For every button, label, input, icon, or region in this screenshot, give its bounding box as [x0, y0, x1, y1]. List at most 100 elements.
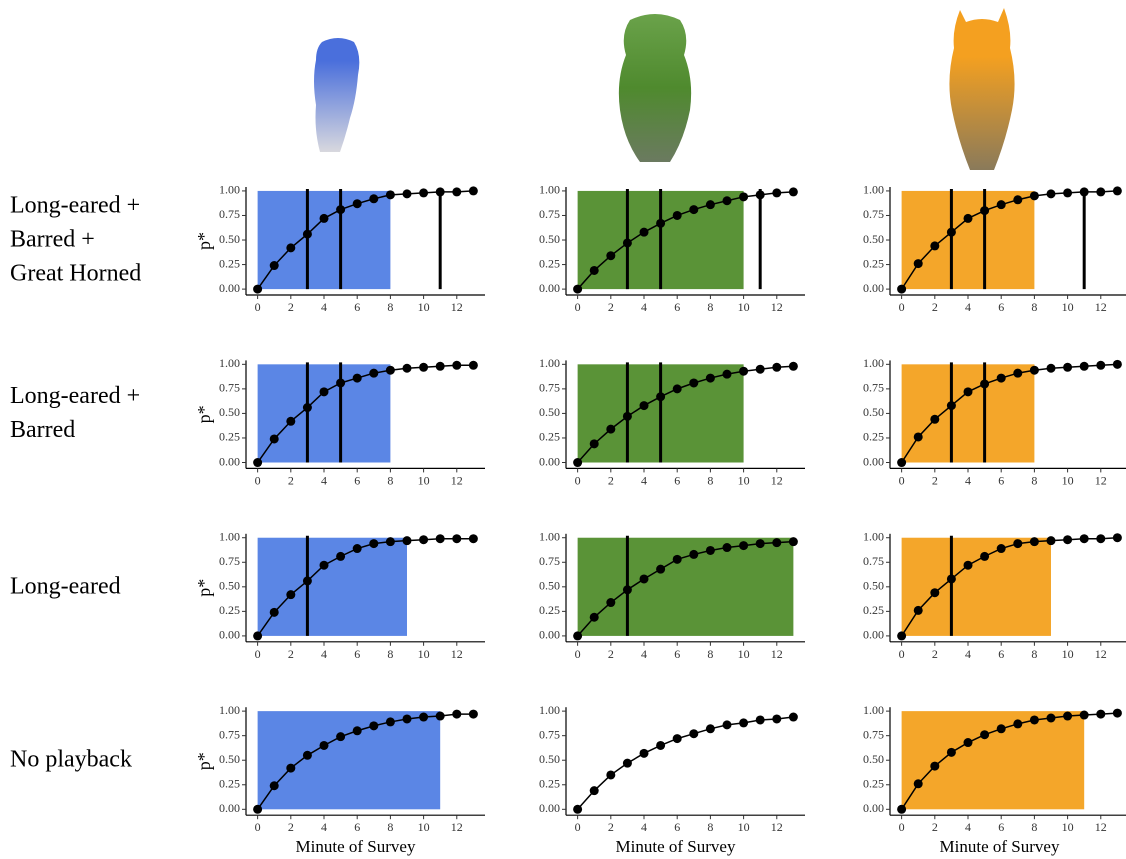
point [1096, 187, 1105, 196]
point [897, 631, 906, 640]
y-tick-label: 0.75 [219, 554, 240, 568]
point [452, 187, 461, 196]
point [590, 439, 599, 448]
point [1063, 188, 1072, 197]
y-tick-label: 0.25 [863, 603, 884, 617]
point [739, 541, 748, 550]
point [1030, 537, 1039, 546]
point [640, 574, 649, 583]
x-axis-label: Minute of Survey [616, 837, 736, 856]
x-tick-label: 6 [998, 820, 1004, 834]
y-tick-label: 0.75 [539, 207, 560, 221]
point [930, 762, 939, 771]
point [1046, 364, 1055, 373]
point [369, 194, 378, 203]
y-tick-label: 0.00 [219, 454, 240, 468]
x-tick-label: 12 [771, 647, 783, 661]
x-tick-label: 4 [641, 647, 647, 661]
y-tick-label: 1.00 [539, 356, 560, 370]
point [253, 805, 262, 814]
point [353, 544, 362, 553]
row-label: Great Horned [10, 261, 141, 287]
point [756, 539, 765, 548]
row-label: No playback [10, 747, 132, 773]
x-tick-label: 10 [1062, 300, 1074, 314]
point [722, 720, 731, 729]
point [469, 534, 478, 543]
y-axis-label: p* [194, 752, 214, 770]
y-tick-label: 0.50 [539, 405, 560, 419]
y-tick-label: 0.50 [219, 405, 240, 419]
point [1063, 363, 1072, 372]
point [253, 631, 262, 640]
point [997, 200, 1006, 209]
x-tick-label: 8 [387, 647, 393, 661]
point [930, 588, 939, 597]
point [606, 598, 615, 607]
x-tick-label: 8 [387, 820, 393, 834]
point [947, 228, 956, 237]
point [947, 748, 956, 757]
point [1080, 711, 1089, 720]
x-tick-label: 12 [771, 300, 783, 314]
y-tick-label: 0.75 [219, 207, 240, 221]
point [1113, 360, 1122, 369]
point [1063, 712, 1072, 721]
x-tick-label: 12 [1095, 820, 1107, 834]
y-tick-label: 0.00 [219, 281, 240, 295]
point [270, 261, 279, 270]
point [386, 717, 395, 726]
point [980, 206, 989, 215]
point [386, 190, 395, 199]
point [286, 243, 295, 252]
point [606, 251, 615, 260]
x-tick-label: 6 [674, 647, 680, 661]
y-tick-label: 1.00 [539, 703, 560, 717]
point [623, 238, 632, 247]
x-tick-label: 10 [418, 300, 430, 314]
y-tick-label: 0.75 [539, 727, 560, 741]
point [369, 369, 378, 378]
x-tick-label: 8 [1031, 473, 1037, 487]
point [722, 196, 731, 205]
point [353, 199, 362, 208]
point [1096, 534, 1105, 543]
point [772, 363, 781, 372]
point [1063, 535, 1072, 544]
shaded-window [902, 364, 1035, 462]
point [436, 712, 445, 721]
row-label: Long-eared + [10, 193, 140, 219]
x-tick-label: 2 [608, 820, 614, 834]
point [590, 266, 599, 275]
x-tick-label: 6 [998, 647, 1004, 661]
point [353, 374, 362, 383]
x-tick-label: 8 [707, 300, 713, 314]
point [947, 401, 956, 410]
point [320, 561, 329, 570]
y-axis-label: p* [194, 579, 214, 597]
y-tick-label: 0.25 [863, 256, 884, 270]
point [789, 713, 798, 722]
owl-icons [314, 8, 1015, 170]
figure: Long-eared +Barred +Great HornedLong-ear… [0, 0, 1126, 859]
x-tick-label: 6 [354, 647, 360, 661]
point [353, 726, 362, 735]
point [573, 805, 582, 814]
point [980, 730, 989, 739]
y-tick-label: 0.50 [539, 752, 560, 766]
x-tick-label: 0 [899, 473, 905, 487]
y-tick-label: 0.75 [863, 381, 884, 395]
y-tick-label: 0.25 [863, 430, 884, 444]
x-tick-label: 4 [641, 300, 647, 314]
y-tick-label: 0.00 [863, 281, 884, 295]
shaded-window [578, 538, 794, 636]
y-tick-label: 0.25 [219, 777, 240, 791]
point [436, 187, 445, 196]
point [573, 285, 582, 294]
x-tick-label: 0 [255, 300, 261, 314]
y-tick-label: 0.50 [539, 232, 560, 246]
